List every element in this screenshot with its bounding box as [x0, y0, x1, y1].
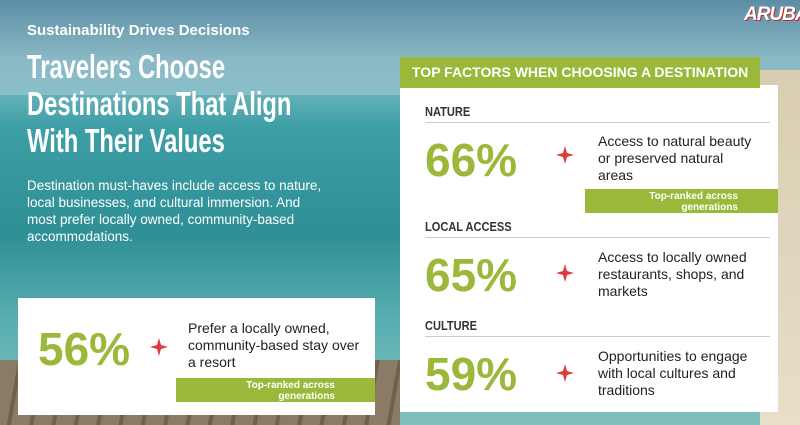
star-icon [556, 264, 574, 282]
factor-text: Access to natural beauty or preserved na… [598, 133, 752, 183]
factor-value: 59% [425, 348, 518, 400]
callout-value: 56% [38, 323, 131, 375]
factors-card [400, 85, 778, 412]
factor-label: LOCAL ACCESS [425, 219, 512, 234]
factor-label: CULTURE [425, 318, 477, 333]
intro-text: Destination must-haves include access to… [27, 178, 322, 244]
callout-text: Prefer a locally owned, community-based … [188, 320, 360, 370]
badge: Top-ranked across generations [585, 189, 778, 213]
star-icon [556, 146, 574, 164]
factor-value: 66% [425, 134, 518, 186]
badge: Top-ranked across generations [176, 378, 375, 402]
panel-title: TOP FACTORS WHEN CHOOSING A DESTINATION [400, 57, 760, 88]
factor-text: Opportunities to engage with local cultu… [598, 348, 748, 398]
headline-line: With Their Values [27, 122, 225, 159]
logo: ARUBA [744, 4, 800, 25]
star-icon [150, 338, 168, 356]
headline-line: Destinations That Align [27, 85, 292, 122]
kicker: Sustainability Drives Decisions [27, 22, 250, 39]
divider [425, 336, 770, 337]
factor-label: NATURE [425, 104, 471, 119]
factor-text: Access to locally owned restaurants, sho… [598, 249, 747, 299]
headline-line: Travelers Choose [27, 48, 226, 85]
headline: Travelers Choose Destinations That Align… [27, 48, 291, 159]
divider [425, 237, 770, 238]
factor-value: 65% [425, 249, 518, 301]
divider [425, 122, 770, 123]
star-icon [556, 364, 574, 382]
